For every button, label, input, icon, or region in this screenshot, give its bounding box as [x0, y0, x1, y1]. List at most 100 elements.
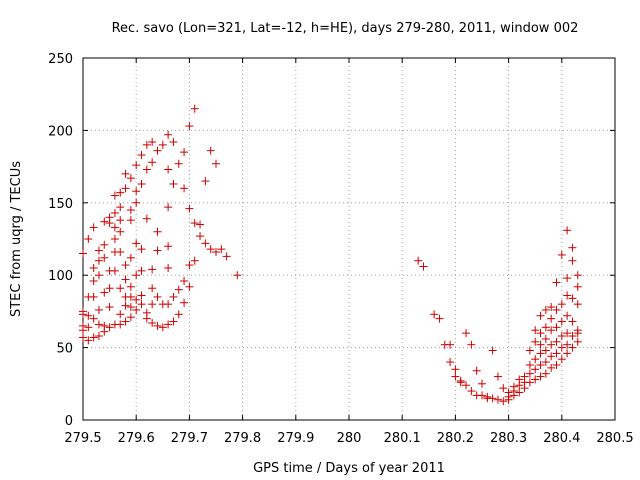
data-point — [164, 263, 173, 272]
data-point — [547, 326, 556, 335]
data-point — [488, 346, 497, 355]
x-tick-label: 279.9 — [277, 431, 314, 446]
data-point — [137, 179, 146, 188]
y-tick-label: 100 — [48, 269, 73, 284]
data-point — [142, 314, 151, 323]
x-axis-label: GPS time / Days of year 2011 — [253, 461, 445, 476]
data-point — [478, 379, 486, 388]
data-point — [84, 323, 93, 332]
data-point — [132, 198, 141, 207]
data-point — [568, 294, 577, 303]
data-point — [137, 291, 146, 300]
data-points — [79, 104, 582, 406]
data-point — [462, 329, 471, 338]
data-point — [137, 245, 146, 254]
data-point — [174, 310, 183, 319]
data-point — [137, 151, 146, 160]
data-point — [84, 336, 93, 345]
data-point — [201, 177, 210, 186]
data-point — [116, 284, 125, 293]
data-point — [148, 284, 157, 293]
grid — [83, 58, 615, 420]
x-tick-label: 279.8 — [224, 431, 261, 446]
data-point — [94, 320, 103, 329]
y-tick-label: 250 — [48, 52, 73, 67]
data-point — [126, 282, 135, 291]
data-point — [185, 204, 194, 213]
data-point — [190, 104, 199, 113]
data-point — [563, 329, 572, 338]
data-point — [164, 203, 173, 212]
data-point — [547, 363, 556, 372]
data-point — [467, 340, 476, 349]
data-point — [525, 378, 534, 387]
data-point — [568, 317, 577, 326]
data-point — [121, 261, 130, 270]
data-point — [89, 276, 98, 285]
data-point — [89, 223, 98, 232]
data-point — [142, 140, 151, 149]
data-point — [563, 226, 572, 235]
data-point — [563, 340, 572, 349]
data-point — [573, 326, 582, 335]
data-point — [116, 216, 125, 225]
data-point — [116, 320, 125, 329]
data-point — [568, 243, 577, 252]
data-point — [126, 206, 135, 215]
data-point — [94, 271, 103, 280]
data-point — [116, 227, 125, 236]
data-point — [79, 333, 87, 342]
data-point — [94, 332, 103, 341]
data-point — [164, 130, 173, 139]
data-point — [121, 184, 130, 193]
data-point — [552, 349, 561, 358]
data-point — [89, 263, 98, 272]
data-point — [196, 232, 205, 241]
y-tick-label: 150 — [48, 197, 73, 212]
data-point — [217, 245, 226, 254]
data-point — [79, 326, 87, 335]
data-point — [531, 375, 540, 384]
data-point — [126, 174, 135, 183]
data-point — [153, 292, 162, 301]
data-point — [520, 372, 529, 381]
data-point — [557, 355, 566, 364]
data-point — [563, 349, 572, 358]
data-point — [563, 274, 572, 283]
data-point — [573, 282, 582, 291]
data-point — [419, 262, 428, 271]
data-point — [126, 313, 135, 322]
data-point — [153, 227, 162, 236]
data-point — [180, 298, 189, 307]
x-tick-label: 279.7 — [171, 431, 208, 446]
data-point — [557, 332, 566, 341]
data-point — [536, 340, 545, 349]
data-point — [110, 266, 119, 275]
data-point — [132, 305, 141, 314]
data-point — [435, 314, 444, 323]
data-point — [153, 321, 162, 330]
data-point — [541, 334, 550, 343]
data-point — [536, 372, 545, 381]
data-point — [541, 323, 550, 332]
data-point — [185, 261, 194, 270]
data-point — [525, 369, 534, 378]
data-point — [105, 284, 114, 293]
data-point — [541, 305, 550, 314]
data-point — [153, 246, 162, 255]
data-point — [132, 271, 141, 280]
data-point — [499, 384, 508, 393]
data-point — [158, 323, 167, 332]
data-point — [89, 292, 98, 301]
data-point — [568, 343, 577, 352]
data-point — [132, 187, 141, 196]
data-point — [531, 365, 540, 374]
data-point — [531, 326, 540, 335]
data-point — [206, 146, 215, 155]
data-point — [100, 240, 109, 249]
data-point — [446, 358, 455, 367]
data-point — [531, 355, 540, 364]
data-point — [509, 382, 518, 391]
x-tick-label: 280.3 — [490, 431, 527, 446]
